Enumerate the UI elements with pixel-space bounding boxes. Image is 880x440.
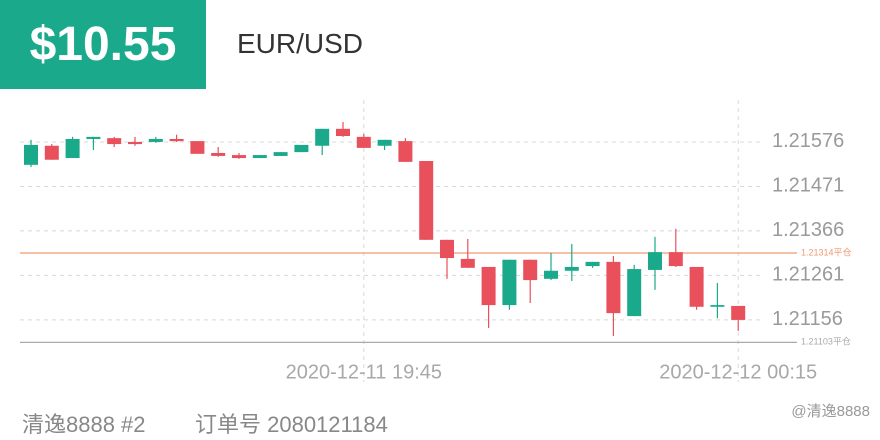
x-tick-label: 2020-12-12 00:15 — [659, 361, 817, 383]
candle-body — [44, 145, 59, 160]
candle-body — [336, 128, 350, 137]
candle-body — [648, 252, 662, 270]
candle-body — [148, 138, 163, 142]
candle-body — [502, 259, 517, 306]
chart: 1.21576 1.21471 1.21366 1.21261 1.21156 2020-… — [20, 100, 852, 383]
candle-body — [627, 269, 642, 317]
y-tick-label: 1.21366 — [772, 219, 844, 241]
candle-body — [24, 144, 38, 165]
candle-body — [585, 261, 600, 267]
candle-body — [377, 139, 392, 146]
account: 清逸8888 #2 — [22, 412, 146, 437]
candle-body — [169, 138, 184, 142]
candle-body — [689, 266, 704, 307]
candle-body — [190, 141, 205, 154]
candle-body — [107, 138, 122, 145]
candle-body — [440, 239, 454, 259]
candle-body — [460, 258, 475, 268]
candle-body — [606, 261, 621, 314]
candle-body — [315, 128, 330, 146]
y-tick-label: 1.21471 — [772, 175, 844, 197]
candle-body — [481, 266, 496, 306]
y-tick-label: 1.21261 — [772, 264, 844, 286]
reference-label: 1.21103平仓 — [801, 336, 851, 347]
candle-body — [710, 305, 725, 307]
candle-body — [419, 161, 434, 240]
x-tick-label: 2020-12-11 19:45 — [286, 361, 442, 383]
candle-body — [523, 259, 538, 281]
candle-body — [86, 136, 101, 139]
candle-body — [398, 141, 413, 162]
order-number: 订单号 2080121184 — [195, 412, 388, 437]
candle-body — [544, 270, 558, 279]
reference-label: 1.21314平仓 — [801, 246, 852, 257]
symbol: EUR/USD — [237, 28, 364, 59]
candle-body — [356, 136, 371, 148]
candle-body — [232, 155, 246, 159]
y-tick-label: 1.21576 — [772, 130, 844, 152]
candle-body — [273, 152, 288, 156]
candle-body — [252, 155, 267, 159]
candle-body — [731, 305, 746, 320]
watermark: @清逸8888 — [791, 403, 870, 420]
profit-badge: $10.55 — [0, 0, 206, 89]
candle-body — [564, 266, 579, 271]
y-tick-label: 1.21156 — [772, 308, 843, 330]
candle-body — [65, 138, 80, 159]
candle-body — [211, 152, 226, 156]
candle-body — [294, 144, 309, 153]
candle-body — [668, 252, 683, 267]
candle-body — [128, 141, 142, 145]
